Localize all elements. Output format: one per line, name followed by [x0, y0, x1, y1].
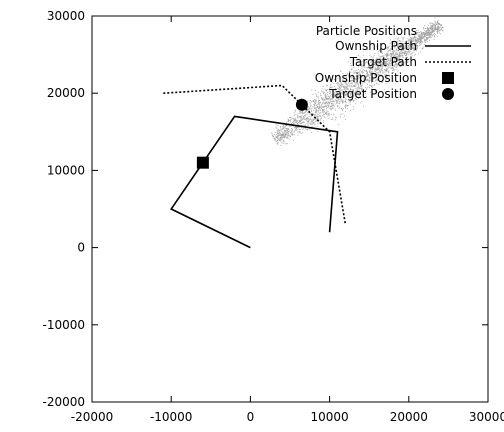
legend-swatch-square: [442, 72, 454, 84]
y-tick-label: 10000: [47, 163, 85, 177]
series-layer: [163, 84, 347, 249]
target-position-marker: [295, 98, 308, 111]
x-tick-label: 20000: [390, 410, 428, 424]
y-tick-label: 20000: [47, 86, 85, 100]
x-tick-label: 30000: [469, 410, 504, 424]
legend-label: Ownship Position: [315, 71, 417, 85]
y-tick-label: -10000: [42, 318, 85, 332]
plot-frame: [91, 15, 489, 403]
ownship-path-line: [170, 115, 339, 249]
legend-label: Particle Positions: [316, 24, 417, 38]
x-tick-label: -10000: [150, 410, 193, 424]
x-tick-label: 0: [247, 410, 255, 424]
legend-swatch-circle: [442, 88, 454, 100]
y-tick-label: 0: [77, 241, 85, 255]
x-tick-label: 10000: [311, 410, 349, 424]
legend-label: Target Position: [328, 87, 417, 101]
ownship-position-marker: [196, 156, 209, 169]
legend-label: Ownship Path: [335, 39, 417, 53]
legend-label: Target Path: [349, 55, 417, 69]
marker-layer: [196, 98, 308, 169]
x-tick-label: -20000: [71, 410, 114, 424]
particle-cloud: [271, 17, 444, 146]
y-tick-label: -20000: [42, 395, 85, 409]
axis-ticks: -20000 -10000 0 10000 20000 30000 -20000 -10000…: [42, 9, 504, 424]
y-tick-label: 30000: [47, 9, 85, 23]
particle-points: [271, 17, 444, 146]
